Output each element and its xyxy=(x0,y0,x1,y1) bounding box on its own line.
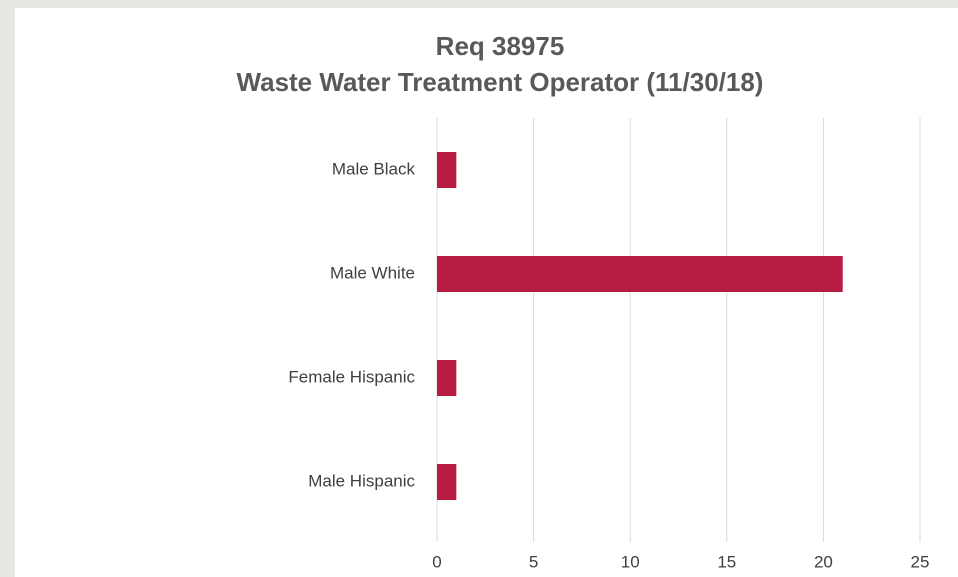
bar xyxy=(437,464,457,500)
chart-title: Req 38975 xyxy=(436,31,565,61)
chart-title: Waste Water Treatment Operator (11/30/18… xyxy=(237,67,764,97)
x-tick-label: 5 xyxy=(529,552,538,571)
x-tick-label: 20 xyxy=(814,552,833,571)
x-tick-label: 25 xyxy=(911,552,930,571)
y-tick-label: Male White xyxy=(330,263,415,282)
y-tick-label: Male Hispanic xyxy=(308,471,415,490)
y-tick-label: Female Hispanic xyxy=(288,367,415,386)
bar xyxy=(437,256,843,292)
x-tick-label: 10 xyxy=(621,552,640,571)
bar xyxy=(437,360,457,396)
chart-panel xyxy=(15,8,958,577)
bar xyxy=(437,152,457,188)
x-tick-label: 0 xyxy=(432,552,441,571)
x-tick-label: 15 xyxy=(717,552,736,571)
y-tick-label: Male Black xyxy=(332,159,416,178)
